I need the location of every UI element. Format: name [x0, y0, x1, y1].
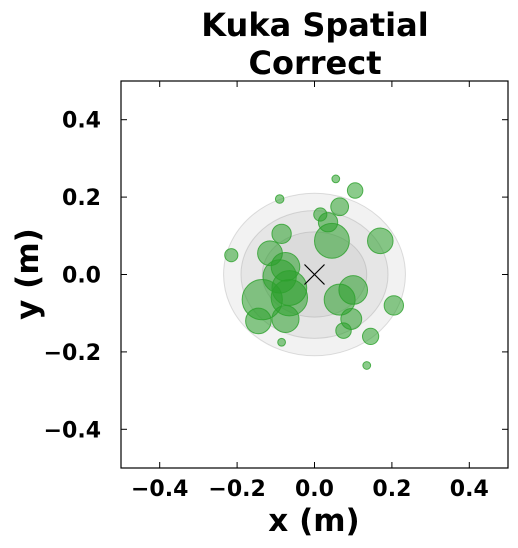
data-point-4: [346, 182, 364, 199]
data-point-10: [367, 227, 394, 255]
y-tick-label: −0.2: [44, 341, 101, 366]
data-point-2: [274, 194, 285, 204]
x-tick-label: −0.2: [208, 477, 265, 502]
x-axis-label: x (m): [268, 503, 359, 539]
x-tick-label: −0.4: [131, 477, 188, 502]
data-points: [224, 174, 405, 370]
target-marker: [304, 264, 325, 285]
data-point-21: [271, 304, 300, 334]
y-axis-label: y (m): [10, 228, 46, 320]
data-point-26: [362, 361, 372, 370]
data-point-23: [335, 322, 352, 339]
chart-title-line-2: Correct: [249, 44, 382, 82]
data-point-19: [383, 295, 405, 316]
data-point-9: [314, 222, 350, 259]
x-tick-label: 0.2: [372, 477, 411, 502]
plot-area-frame: [120, 80, 509, 469]
chart-title-line-1: Kuka Spatial: [201, 6, 428, 44]
x-tick-label: 0.4: [450, 477, 489, 502]
data-point-20: [245, 307, 272, 335]
x-tick-label: 0.0: [295, 477, 334, 502]
data-point-5: [330, 197, 350, 217]
y-tick-label: −0.4: [44, 418, 101, 443]
data-point-8: [271, 223, 292, 245]
target-marker-stroke-2: [304, 264, 325, 285]
data-point-3: [331, 174, 341, 184]
data-point-1: [224, 248, 239, 263]
y-tick-label: 0.0: [62, 264, 101, 289]
data-point-25: [277, 337, 286, 347]
data-point-18: [323, 283, 356, 316]
axis-ticks: −0.4 −0.2 0.0 0.2 0.4 −0.4 −0.2 0.0 0.2 0.4: [44, 81, 508, 502]
data-point-24: [361, 327, 380, 346]
y-tick-label: 0.4: [62, 109, 101, 134]
y-tick-label: 0.2: [62, 186, 101, 211]
